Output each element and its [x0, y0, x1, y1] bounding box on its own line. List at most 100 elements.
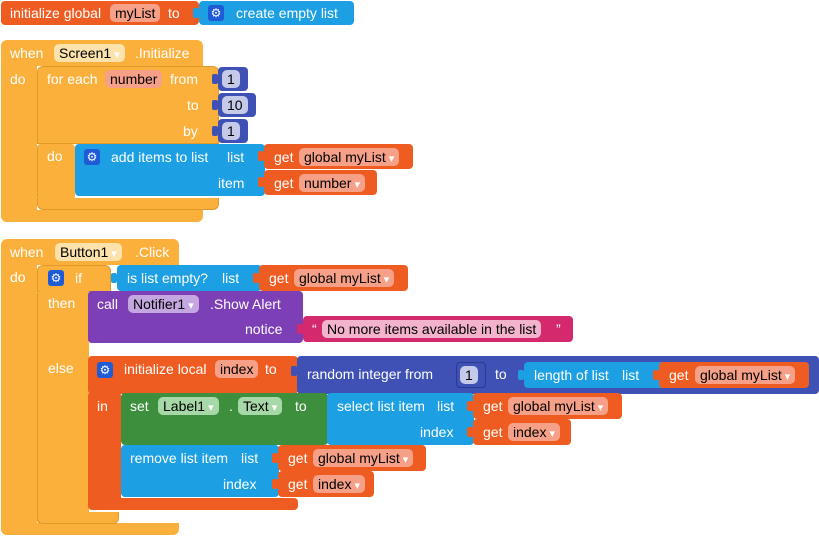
- screen-do-label: do: [10, 71, 26, 87]
- dot-label: .: [229, 398, 233, 414]
- socket-connector: [258, 177, 264, 187]
- select-list-item-label: select list item: [337, 398, 425, 414]
- socket-connector: [193, 8, 199, 18]
- add-item-label: item: [218, 175, 245, 191]
- initialize-local-label: initialize local: [124, 361, 207, 377]
- show-alert-method: .Show Alert: [210, 296, 281, 312]
- is-list-empty-label: is list empty?: [127, 270, 208, 286]
- button-event-body: [1, 263, 37, 535]
- loop-var-field[interactable]: number: [105, 70, 163, 88]
- get-label: get: [483, 424, 503, 440]
- length-of-list-label: length of list: [534, 367, 609, 383]
- set-label-text-block[interactable]: [121, 393, 328, 445]
- for-each-body: [37, 144, 75, 200]
- screen-event-bottom: [1, 210, 203, 222]
- from-value-field[interactable]: 1: [222, 70, 240, 88]
- in-label: in: [97, 398, 108, 414]
- local-init-bottom: [88, 498, 298, 510]
- then-label: then: [48, 295, 76, 311]
- label-component-dropdown[interactable]: Label1: [158, 397, 219, 415]
- variable-dropdown[interactable]: index: [508, 423, 561, 441]
- screen-component-dropdown[interactable]: Screen1: [54, 44, 125, 62]
- when-label: when: [10, 45, 44, 61]
- gear-icon[interactable]: ⚙: [208, 5, 224, 21]
- random-to-label: to: [495, 366, 507, 382]
- gear-icon[interactable]: ⚙: [48, 270, 64, 286]
- get-label: get: [288, 450, 308, 466]
- screen-event-body: [1, 64, 37, 222]
- get-label: get: [483, 398, 503, 414]
- local-to-label: to: [265, 361, 277, 377]
- socket-connector: [253, 273, 259, 283]
- variable-dropdown[interactable]: global myList: [695, 366, 796, 384]
- select-index-label: index: [420, 424, 454, 440]
- get-label: get: [274, 149, 294, 165]
- quote-open: “: [312, 321, 317, 337]
- socket-connector: [272, 479, 278, 489]
- remove-list-item-block[interactable]: [121, 445, 279, 497]
- remove-list-label: list: [241, 450, 259, 466]
- is-empty-list-label: list: [222, 270, 240, 286]
- global-init-label: initialize global: [10, 5, 102, 21]
- global-var-name-field[interactable]: myList: [110, 4, 161, 22]
- if-body: [37, 290, 89, 524]
- socket-connector: [111, 273, 117, 283]
- global-init-block[interactable]: [1, 1, 199, 25]
- add-items-block[interactable]: [75, 144, 265, 196]
- create-empty-list-block[interactable]: [199, 1, 354, 25]
- get-label: get: [288, 476, 308, 492]
- by-value-field[interactable]: 1: [222, 122, 240, 140]
- screen-event-name: .Initialize: [135, 45, 190, 61]
- remove-index-label: index: [223, 476, 257, 492]
- add-items-label: add items to list: [111, 149, 209, 165]
- variable-dropdown[interactable]: global myList: [299, 148, 400, 166]
- local-init-block[interactable]: [88, 356, 298, 394]
- gear-icon[interactable]: ⚙: [84, 149, 100, 165]
- variable-dropdown[interactable]: index: [313, 475, 366, 493]
- alert-message-field[interactable]: No more items available in the list: [322, 320, 542, 338]
- socket-connector: [212, 74, 218, 84]
- socket-connector: [297, 324, 303, 334]
- property-dropdown[interactable]: Text: [238, 397, 283, 415]
- add-list-label: list: [227, 149, 245, 165]
- if-label: if: [75, 270, 82, 286]
- set-label: set: [130, 398, 149, 414]
- variable-dropdown[interactable]: number: [299, 174, 366, 192]
- variable-dropdown[interactable]: global myList: [508, 397, 609, 415]
- to-value-field[interactable]: 10: [222, 96, 248, 114]
- remove-list-item-label: remove list item: [130, 450, 229, 466]
- length-of-list-block[interactable]: [524, 362, 664, 388]
- to-label: to: [187, 97, 199, 113]
- get-label: get: [269, 270, 289, 286]
- for-each-bottom: [37, 198, 219, 210]
- length-list-label: list: [622, 367, 640, 383]
- button-do-label: do: [10, 269, 26, 285]
- global-init-to-label: to: [168, 5, 180, 21]
- select-list-item-block[interactable]: [327, 393, 474, 445]
- socket-connector: [291, 366, 297, 376]
- button-component-dropdown[interactable]: Button1: [55, 243, 122, 261]
- variable-dropdown[interactable]: global myList: [313, 449, 414, 467]
- variable-dropdown[interactable]: global myList: [294, 269, 395, 287]
- notice-label: notice: [245, 321, 283, 337]
- call-label: call: [97, 296, 119, 312]
- random-from-field[interactable]: 1: [460, 366, 478, 384]
- notifier-dropdown[interactable]: Notifier1: [128, 295, 199, 313]
- random-integer-label: random integer from: [307, 366, 434, 382]
- if-bottom: [37, 512, 119, 524]
- for-each-label: for each: [47, 71, 98, 87]
- by-label: by: [183, 123, 198, 139]
- quote-close: ”: [556, 321, 561, 337]
- socket-connector: [653, 370, 659, 380]
- foreach-do-label: do: [47, 148, 63, 164]
- select-list-label: list: [437, 398, 455, 414]
- socket-connector: [467, 401, 473, 411]
- local-var-field[interactable]: index: [215, 360, 259, 378]
- button-event-name: .Click: [135, 244, 170, 260]
- gear-icon[interactable]: ⚙: [97, 362, 113, 378]
- socket-connector: [518, 370, 524, 380]
- button-event-bottom: [1, 523, 179, 535]
- socket-connector: [272, 453, 278, 463]
- socket-connector: [258, 151, 264, 161]
- is-list-empty-block[interactable]: [117, 265, 262, 291]
